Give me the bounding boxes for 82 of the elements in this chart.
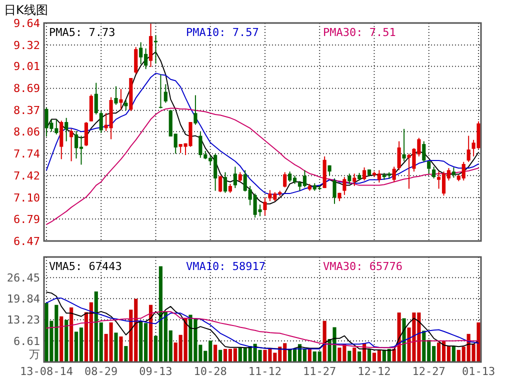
candlestick bbox=[397, 140, 401, 171]
bar bbox=[308, 348, 312, 362]
candlestick bbox=[158, 74, 162, 109]
bar bbox=[352, 348, 356, 362]
y-tick-label: 8.69 bbox=[14, 82, 40, 96]
candlestick bbox=[342, 176, 346, 196]
candlestick bbox=[218, 175, 222, 193]
text: VMA30: 65776 bbox=[323, 260, 402, 273]
x-tick-label: 12-12 bbox=[358, 365, 391, 378]
bar bbox=[64, 320, 68, 362]
candlestick bbox=[134, 46, 138, 74]
y-tick-label: 9.01 bbox=[14, 60, 40, 74]
bar bbox=[124, 346, 128, 362]
candlestick bbox=[64, 117, 68, 142]
bar bbox=[358, 351, 362, 362]
candlestick bbox=[283, 172, 287, 188]
candlestick bbox=[154, 34, 158, 64]
candlestick bbox=[84, 122, 88, 147]
candlestick bbox=[233, 166, 237, 189]
line-series bbox=[46, 311, 480, 348]
candlestick bbox=[99, 110, 103, 134]
series-label: VMA5: 67443 bbox=[49, 260, 122, 273]
bar bbox=[348, 350, 352, 362]
x-tick-label: 13-08-14 bbox=[20, 365, 74, 378]
x-tick-label: 11-12 bbox=[248, 365, 282, 378]
bar bbox=[452, 346, 456, 362]
candlestick bbox=[263, 197, 267, 216]
candlestick bbox=[452, 166, 456, 178]
y-axis-title: 万 bbox=[29, 348, 40, 361]
chart-title: 日K线图 bbox=[4, 3, 48, 17]
candlestick bbox=[352, 173, 356, 186]
x-tick-label: 09-13 bbox=[139, 365, 172, 378]
candlestick bbox=[194, 94, 198, 126]
bar bbox=[367, 348, 372, 362]
bar bbox=[114, 332, 118, 362]
x-tick-label: 10-28 bbox=[194, 365, 227, 378]
y-tick-label: 13.23 bbox=[6, 314, 40, 327]
candlestick bbox=[466, 135, 470, 162]
y-tick-label: 6.61 bbox=[14, 334, 40, 348]
x-tick-label: 11-27 bbox=[303, 365, 336, 378]
bar bbox=[119, 336, 123, 362]
bar bbox=[402, 318, 406, 362]
y-tick-label: 19.84 bbox=[6, 292, 40, 306]
candlestick bbox=[402, 128, 406, 162]
y-tick-label: 26.45 bbox=[6, 271, 40, 284]
bar bbox=[322, 320, 326, 362]
text: PMA30: 7.51 bbox=[323, 26, 396, 39]
y-tick-label: 6.79 bbox=[14, 212, 40, 226]
text: VMA10: 58917 bbox=[186, 260, 266, 273]
x-tick-label: 12-27 bbox=[412, 365, 446, 378]
candlestick bbox=[362, 166, 366, 181]
bar bbox=[70, 307, 74, 362]
candlestick bbox=[119, 88, 123, 110]
bar bbox=[60, 316, 64, 362]
candlestick bbox=[70, 128, 74, 162]
candlestick bbox=[223, 172, 228, 194]
y-tick-label: 7.42 bbox=[14, 170, 40, 183]
y-tick-label: 8.06 bbox=[14, 126, 40, 139]
candlestick bbox=[348, 173, 352, 184]
bar bbox=[148, 304, 153, 362]
candlestick bbox=[432, 166, 436, 179]
candlestick bbox=[114, 86, 118, 106]
text: PMA10: 7.57 bbox=[186, 26, 259, 39]
candlestick bbox=[164, 84, 168, 104]
y-tick-label: 7.74 bbox=[14, 148, 40, 161]
candlestick bbox=[392, 166, 396, 182]
candlestick bbox=[427, 160, 431, 174]
x-tick-label: 08-29 bbox=[84, 365, 118, 378]
text: PMA5: 7.73 bbox=[49, 26, 116, 39]
candlestick bbox=[94, 82, 98, 115]
y-tick-label: 6.47 bbox=[14, 234, 40, 248]
line-series bbox=[46, 108, 480, 225]
candlestick bbox=[238, 172, 242, 182]
y-tick-label: 9.32 bbox=[14, 38, 40, 52]
y-tick-label: 9.64 bbox=[14, 16, 40, 30]
candlestick bbox=[332, 178, 336, 204]
y-tick-label: 7.10 bbox=[14, 192, 40, 205]
candlestick bbox=[422, 140, 426, 162]
bar bbox=[218, 350, 222, 362]
x-tick-label: 01-13 bbox=[462, 365, 496, 378]
y-tick-label: 8.37 bbox=[14, 104, 40, 118]
bar bbox=[214, 344, 218, 362]
